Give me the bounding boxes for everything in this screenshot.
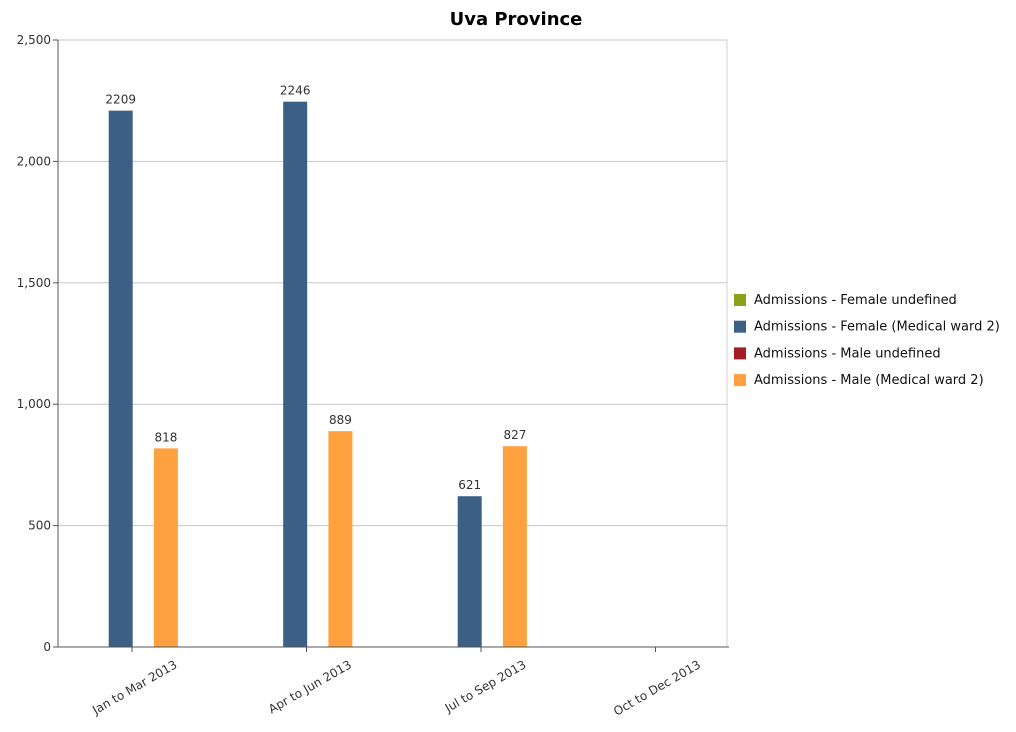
y-tick-label: 1,500 — [17, 276, 51, 290]
legend-swatch — [734, 347, 746, 360]
legend-swatch — [734, 374, 746, 387]
x-tick-label: Oct to Dec 2013 — [611, 657, 703, 718]
bar — [108, 110, 133, 648]
chart-title: Uva Province — [450, 9, 583, 30]
bar — [283, 101, 308, 647]
bar — [502, 446, 527, 647]
y-tick-label: 500 — [28, 519, 51, 533]
bar-value-label: 818 — [154, 430, 177, 444]
x-tick-label: Jan to Mar 2013 — [89, 657, 179, 717]
data-labels: 2209 818 2246 889 621 827 — [105, 84, 526, 493]
legend-label: Admissions - Female undefined — [754, 293, 957, 308]
bar-value-label: 2209 — [105, 93, 136, 107]
bar — [328, 431, 353, 647]
legend-label: Admissions - Male undefined — [754, 346, 941, 361]
legend-swatch — [734, 294, 746, 306]
bar-value-label: 889 — [329, 413, 352, 427]
bar-value-label: 621 — [458, 478, 481, 492]
x-tick-label: Apr to Jun 2013 — [266, 657, 354, 716]
legend: Admissions - Female undefined Admissions … — [734, 293, 1000, 388]
y-tick-label: 1,000 — [17, 397, 51, 411]
bars — [108, 101, 527, 648]
bar-value-label: 2246 — [280, 84, 311, 98]
bar — [153, 448, 178, 647]
legend-label: Admissions - Female (Medical ward 2) — [754, 320, 1000, 335]
bar-value-label: 827 — [503, 428, 526, 442]
legend-swatch — [734, 320, 746, 333]
y-tick-label: 2,000 — [17, 154, 51, 168]
bar — [457, 496, 482, 647]
y-tick-label: 0 — [43, 640, 51, 654]
x-tick-label: Jul to Sep 2013 — [442, 657, 529, 715]
y-tick-label: 2,500 — [17, 33, 51, 47]
legend-label: Admissions - Male (Medical ward 2) — [754, 373, 984, 388]
